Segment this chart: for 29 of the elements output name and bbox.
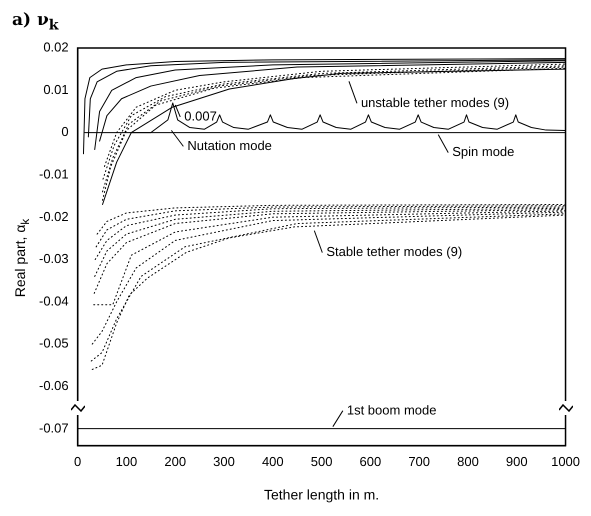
x-tick-label: 900 [506, 454, 528, 469]
annotation: unstable tether modes (9) [360, 94, 510, 110]
x-tick-label: 100 [116, 454, 138, 469]
y-tick-label: -0.02 [38, 208, 69, 224]
x-tick-label: 500 [310, 454, 332, 469]
x-tick-label: 200 [164, 454, 186, 469]
x-tick-label: 700 [408, 454, 430, 469]
y-tick-label: -0.04 [38, 293, 69, 308]
y-tick-label: 0.01 [43, 82, 69, 97]
y-tick-label: -0.07 [38, 420, 69, 436]
annotation: Nutation mode [187, 138, 272, 153]
y-tick-label: -0.06 [38, 378, 69, 393]
y-tick-label: -0.05 [38, 336, 69, 351]
annotation: Spin mode [452, 144, 514, 160]
x-axis-title: Tether length in m. [264, 486, 380, 502]
x-tick-label: 300 [213, 454, 235, 469]
annotation: 0.007 [184, 108, 217, 124]
x-tick-label: 1000 [551, 454, 580, 469]
x-tick-label: 600 [360, 454, 382, 469]
annotation: 1st boom mode [346, 402, 436, 418]
y-tick-label: -0.03 [38, 251, 69, 266]
y-tick-label: 0 [61, 124, 69, 140]
y-tick-label: -0.01 [38, 166, 69, 182]
y-tick-label: 0.02 [43, 40, 69, 55]
annotation: Stable tether modes (9) [326, 244, 462, 260]
chart-title: a) ν$_{k}$ [12, 10, 59, 34]
x-tick-label: 400 [262, 454, 284, 469]
x-tick-label: 0 [74, 454, 82, 469]
x-tick-label: 800 [457, 454, 479, 469]
